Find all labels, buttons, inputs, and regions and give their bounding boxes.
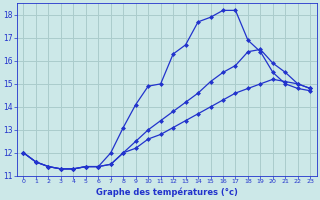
X-axis label: Graphe des températures (°c): Graphe des températures (°c) [96, 187, 238, 197]
